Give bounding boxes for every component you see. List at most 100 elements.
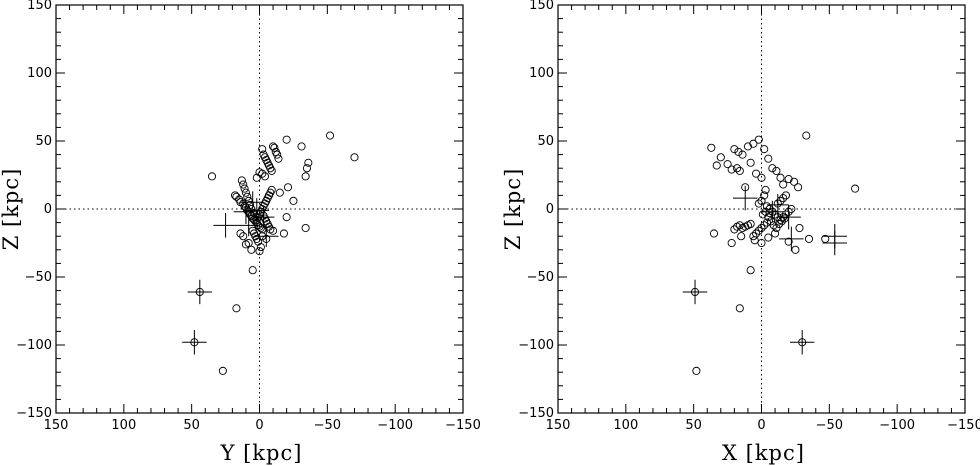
y-tick-label: 150 — [27, 0, 52, 13]
data-point — [240, 202, 249, 211]
data-point — [754, 226, 763, 235]
data-point — [260, 172, 269, 181]
data-point — [771, 229, 780, 238]
data-point — [749, 232, 758, 241]
data-point — [255, 168, 264, 177]
reference-lines-y-z — [56, 5, 463, 413]
data-point — [350, 153, 359, 162]
x-tick-label: 150 — [44, 418, 69, 433]
x-tick-label: 0 — [255, 418, 263, 433]
data-point — [304, 158, 313, 167]
tick-labels-x-z: 150 100 50 0 −50 −100 −150 −150 −100 −50 0 50 100 150 — [518, 0, 980, 433]
data-point — [247, 204, 256, 214]
data-point — [267, 185, 276, 195]
data-point — [735, 304, 744, 313]
y-tick-label: −50 — [527, 270, 554, 285]
data-point — [762, 218, 771, 227]
error-bar — [682, 279, 708, 305]
tick-labels-y-z: 150 100 50 0 −50 −100 −150 −150 −100 −50 0 50 100 150 — [16, 0, 481, 433]
data-points-y-z — [190, 131, 359, 375]
data-point — [244, 196, 253, 205]
data-point — [757, 196, 766, 205]
x-tick-label: 0 — [757, 418, 765, 433]
data-point — [738, 150, 747, 159]
data-point — [727, 238, 736, 248]
x-tick-label: −100 — [879, 418, 915, 433]
data-point — [766, 217, 776, 226]
data-point — [781, 210, 790, 219]
data-point — [754, 135, 763, 144]
y-tick-label: 0 — [44, 202, 52, 217]
data-point — [240, 184, 249, 193]
x-tick-label: 50 — [183, 418, 200, 433]
data-point — [255, 247, 264, 256]
data-point — [207, 172, 217, 181]
data-point — [750, 236, 759, 245]
error-bar — [822, 230, 847, 256]
data-point — [252, 173, 261, 182]
x-tick-label: 50 — [685, 418, 702, 433]
data-point — [267, 166, 276, 175]
data-point — [255, 222, 264, 231]
data-point — [765, 204, 774, 214]
data-point — [760, 191, 769, 200]
data-point — [775, 219, 784, 229]
data-point — [779, 180, 788, 189]
data-point — [243, 192, 252, 201]
y-tick-label: 150 — [529, 0, 554, 13]
data-point — [707, 143, 716, 152]
data-point — [282, 135, 291, 144]
data-point — [282, 213, 291, 222]
data-point — [754, 199, 763, 208]
x-tick-label: −100 — [377, 418, 413, 433]
error-bar — [182, 330, 207, 355]
x-tick-label: −150 — [947, 418, 980, 433]
data-point — [764, 213, 773, 222]
data-point — [692, 366, 701, 375]
error-bar — [789, 330, 815, 355]
data-point — [784, 237, 793, 246]
panel-y-z: 150 100 50 0 −50 −100 −150−150−100−50050100150… — [0, 0, 481, 465]
x-tick-label: −50 — [314, 418, 341, 433]
data-point — [738, 223, 747, 233]
data-point — [776, 173, 785, 182]
data-point — [735, 166, 744, 175]
data-point — [712, 161, 721, 170]
data-point — [274, 154, 283, 163]
data-point — [781, 191, 790, 200]
data-point — [749, 139, 758, 148]
data-point — [760, 145, 769, 154]
y-tick-label: 100 — [529, 66, 554, 81]
y-axis-label-z-left: Z [kpc] — [0, 168, 23, 251]
data-point — [273, 150, 282, 159]
data-point — [325, 131, 335, 140]
data-point — [791, 245, 800, 254]
data-point — [283, 183, 293, 192]
error-bar — [187, 279, 213, 305]
data-point — [239, 180, 248, 189]
data-point — [772, 166, 781, 175]
data-point — [741, 183, 750, 192]
data-point — [771, 210, 780, 219]
data-point — [270, 143, 279, 152]
data-point — [737, 232, 746, 241]
data-point — [279, 229, 288, 238]
data-point — [752, 169, 761, 178]
data-point — [743, 142, 752, 151]
y-tick-label: −100 — [16, 338, 52, 353]
x-tick-label: 150 — [546, 418, 571, 433]
y-tick-label: −150 — [518, 406, 554, 421]
error-bars-y-z — [182, 191, 279, 355]
data-point — [716, 153, 725, 162]
data-point — [218, 366, 227, 375]
data-point — [761, 185, 770, 195]
x-axis-label-x: X [kpc] — [722, 441, 805, 465]
axis-ticks-x-z — [557, 4, 966, 414]
data-point — [802, 131, 811, 140]
data-points-x-z — [690, 131, 860, 375]
data-point — [247, 245, 256, 254]
data-point — [769, 221, 778, 230]
data-point — [258, 232, 267, 241]
data-point — [301, 172, 310, 181]
